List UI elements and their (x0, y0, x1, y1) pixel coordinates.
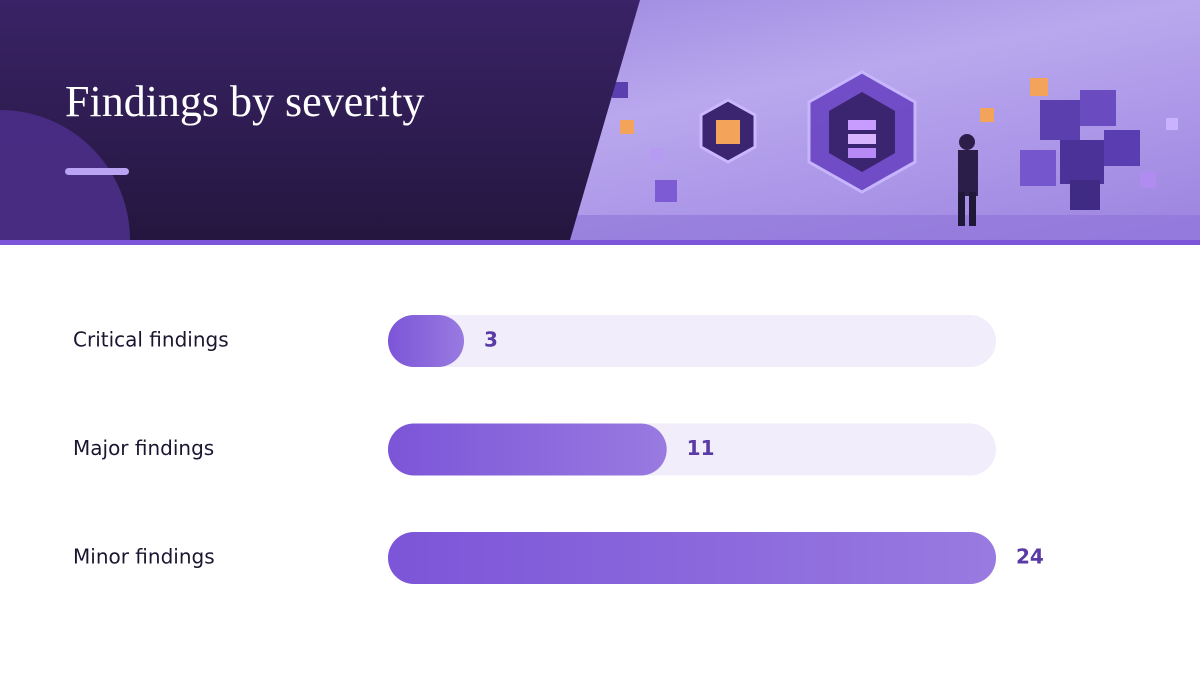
bar (388, 315, 464, 367)
value-label: 3 (484, 328, 498, 352)
floor (560, 215, 1200, 240)
decor-circle (0, 110, 130, 240)
chart-title: Findings by severity (65, 77, 424, 126)
bar (388, 532, 996, 584)
title-accent (65, 168, 129, 175)
header-border (0, 240, 1200, 245)
plot: Critical findings 3 Major findings 11 Minor … (73, 315, 1044, 584)
bar (388, 423, 667, 476)
value-label: 24 (1016, 545, 1044, 569)
category-label: Critical findings (73, 328, 229, 352)
category-label: Major findings (73, 436, 214, 460)
bar-track (388, 315, 996, 367)
category-label: Minor findings (73, 545, 215, 569)
header (0, 0, 1200, 240)
value-label: 11 (687, 436, 715, 460)
illustration (612, 70, 1178, 226)
title-panel (0, 0, 640, 240)
